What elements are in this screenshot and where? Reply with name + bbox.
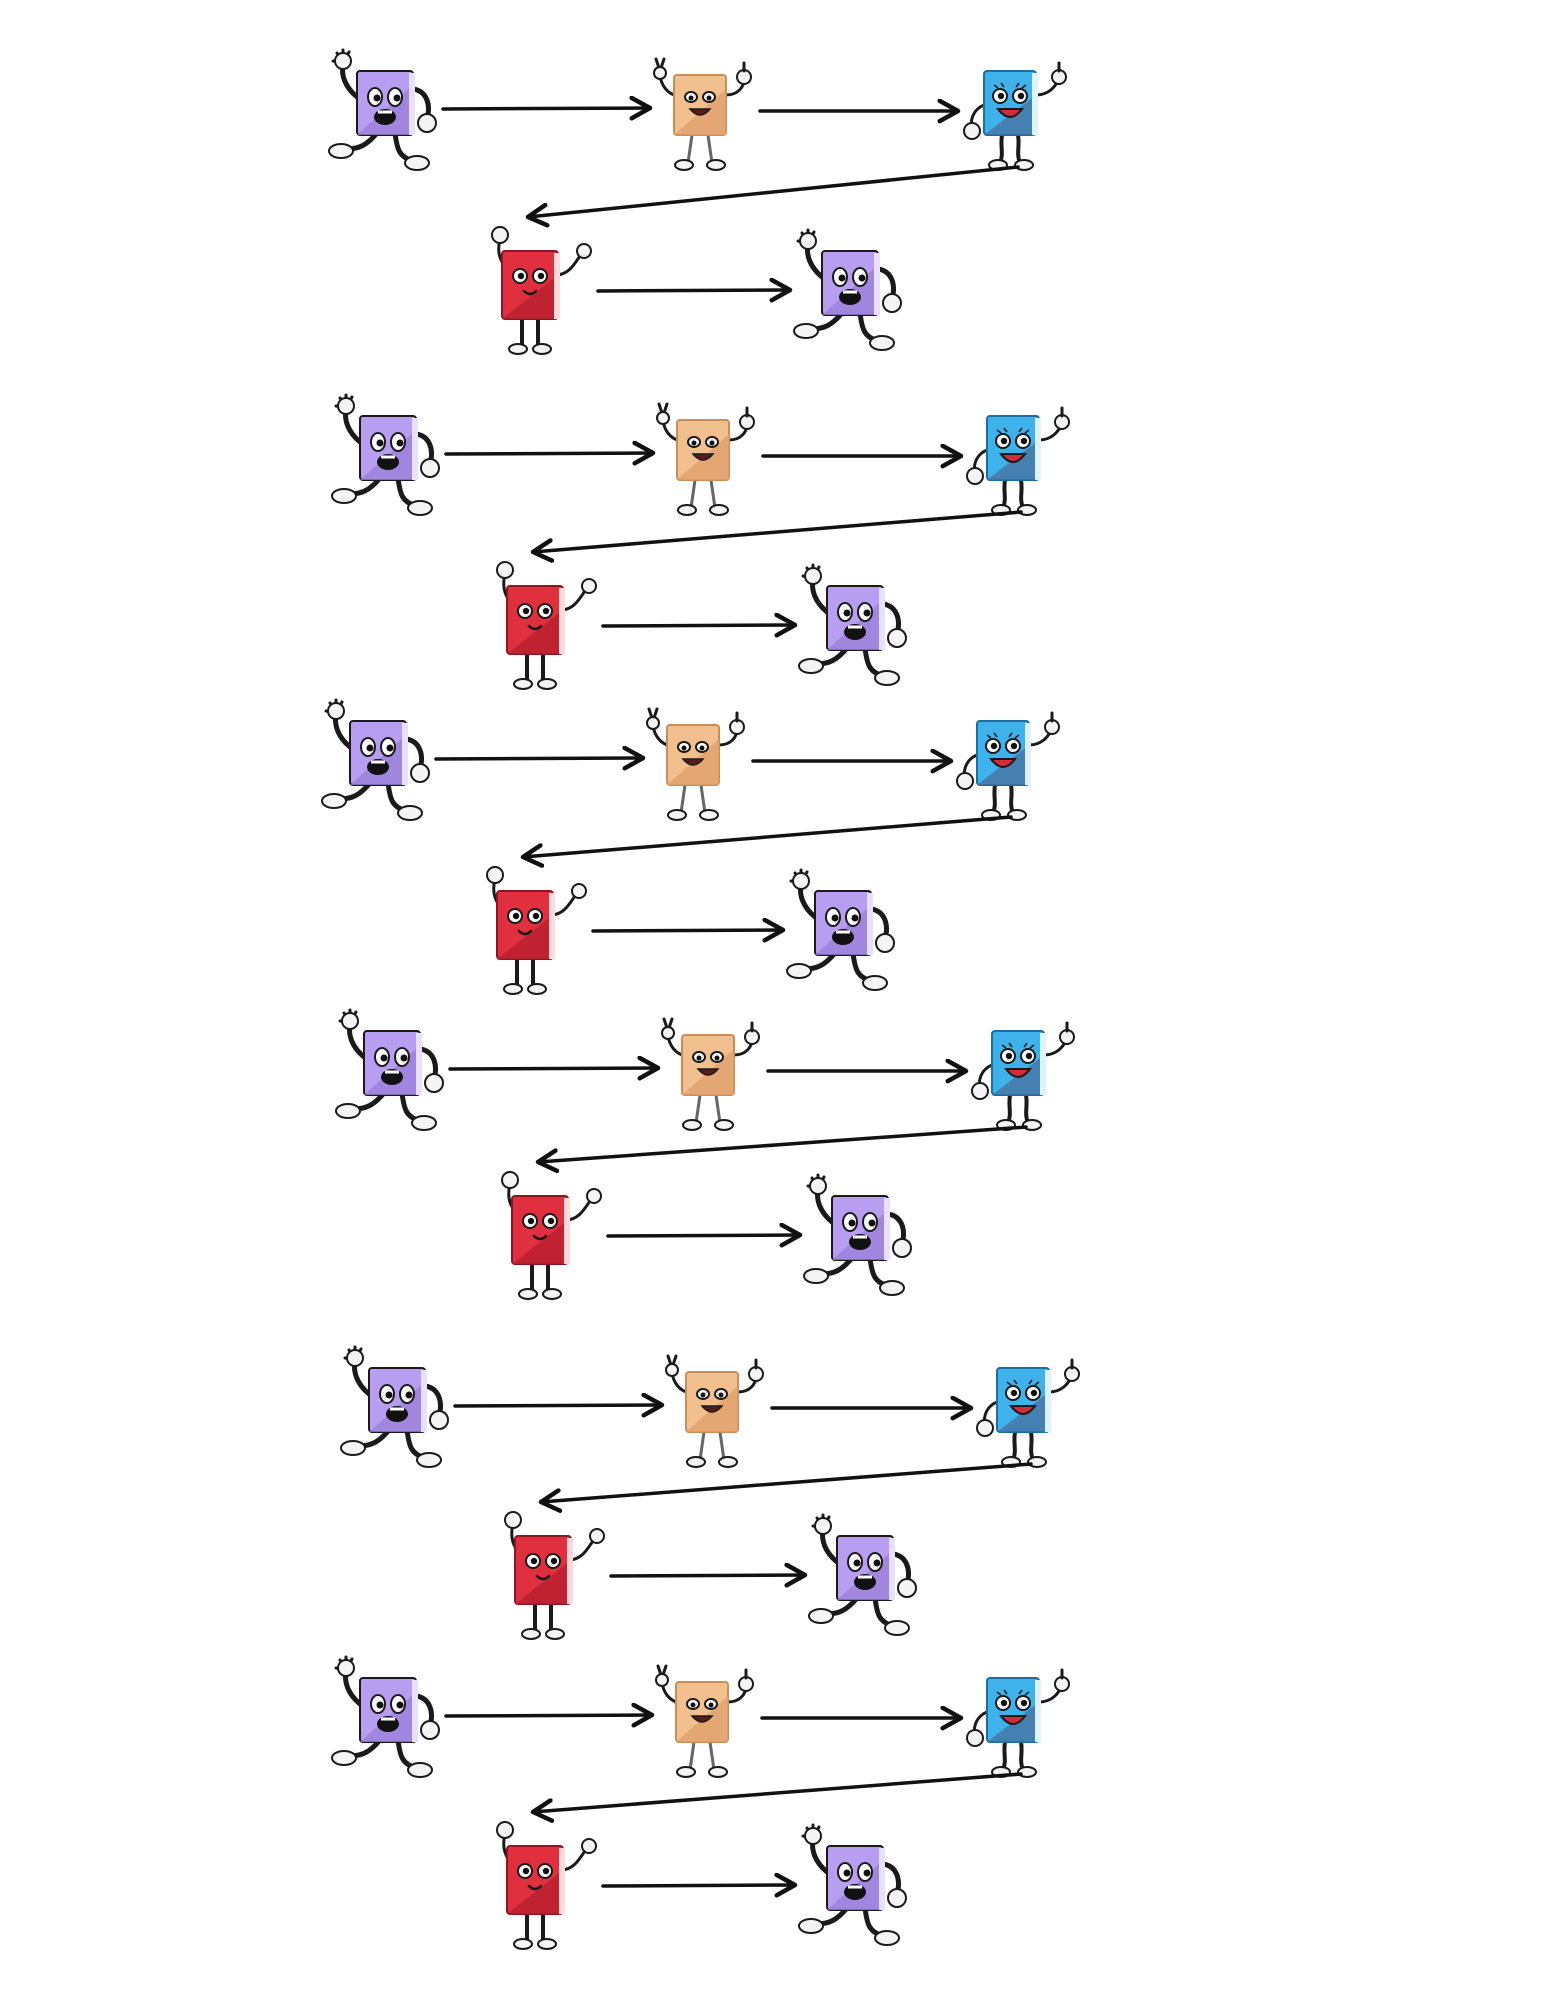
arrow-return [541, 1462, 1033, 1502]
arrow-right [441, 108, 650, 109]
purple-book-character [331, 1655, 440, 1778]
arrow-return [528, 165, 1020, 217]
red-book-character [501, 1171, 602, 1300]
purple-book-character [340, 1345, 449, 1468]
blue-book-character [956, 711, 1060, 821]
arrow-return [533, 1772, 1023, 1812]
arrow-right [601, 625, 795, 626]
purple-book-character [808, 1513, 917, 1636]
blue-book-character [963, 61, 1067, 171]
purple-book-character [803, 1173, 912, 1296]
purple-book-character [335, 1008, 444, 1131]
blue-book-character [966, 406, 1070, 516]
purple-book-character [793, 228, 902, 351]
peach-book-character [646, 707, 745, 821]
purple-book-character [798, 563, 907, 686]
purple-book-character [321, 698, 430, 821]
arrow-return [523, 815, 1013, 857]
red-book-character [491, 226, 592, 355]
red-book-character [496, 561, 597, 690]
arrow-right [448, 1068, 658, 1069]
arrow-right [609, 1575, 805, 1576]
red-book-character [504, 1511, 605, 1640]
arrow-right [444, 1715, 652, 1716]
peach-book-character [653, 57, 752, 171]
purple-book-character [798, 1823, 907, 1946]
red-book-character [496, 1821, 597, 1950]
blue-book-character [966, 1668, 1070, 1778]
arrow-return [538, 1125, 1028, 1162]
purple-book-character [786, 868, 895, 991]
arrow-right [444, 453, 653, 454]
blue-book-character [971, 1021, 1075, 1131]
arrow-right [606, 1235, 800, 1236]
peach-book-character [665, 1354, 764, 1468]
peach-book-character [656, 402, 755, 516]
peach-book-character [655, 1664, 754, 1778]
purple-book-character [328, 48, 437, 171]
arrow-right [596, 290, 790, 291]
peach-book-character [661, 1017, 760, 1131]
arrow-right [434, 758, 643, 759]
arrow-right [591, 930, 783, 931]
arrow-right [453, 1405, 662, 1406]
blue-book-character [976, 1358, 1080, 1468]
purple-book-character [331, 393, 440, 516]
arrow-right [601, 1885, 795, 1886]
arrow-return [533, 510, 1023, 552]
red-book-character [486, 866, 587, 995]
